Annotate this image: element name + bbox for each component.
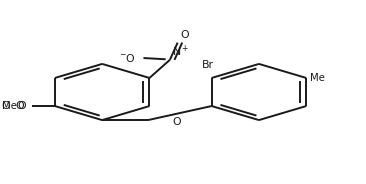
- Text: O: O: [18, 101, 26, 111]
- Text: Br: Br: [202, 60, 214, 70]
- Text: $^{-}$O: $^{-}$O: [119, 52, 136, 64]
- Text: O: O: [180, 30, 189, 40]
- Text: O: O: [172, 117, 181, 127]
- Text: O: O: [15, 101, 23, 111]
- Text: Me: Me: [310, 73, 325, 83]
- Text: O: O: [1, 101, 10, 111]
- Text: $\mathregular{N}^+$: $\mathregular{N}^+$: [172, 44, 189, 59]
- Text: Me: Me: [2, 101, 17, 111]
